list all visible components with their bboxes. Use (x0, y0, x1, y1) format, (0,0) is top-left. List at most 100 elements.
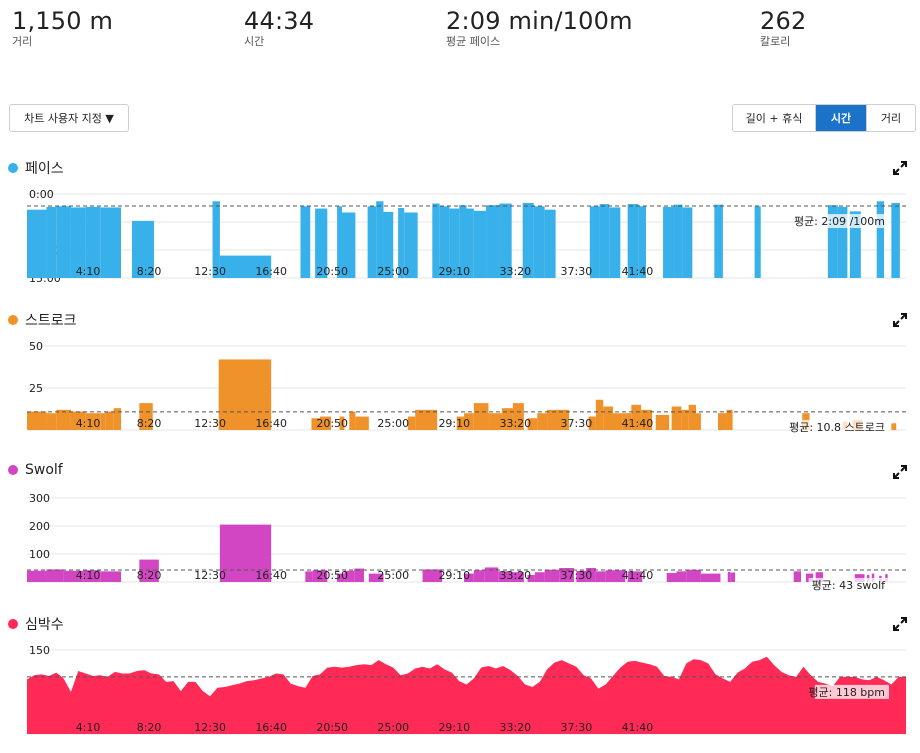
pace-bar (682, 207, 693, 278)
stroke-bar (349, 411, 356, 430)
stroke-chart[interactable]: 025504:108:2012:3016:4020:5025:0029:1033… (0, 332, 920, 442)
pace-chart[interactable]: 0:005:0010:0015:004:108:2012:3016:4020:5… (0, 180, 920, 290)
stroke-legend-dot (8, 315, 18, 325)
stroke-bar (46, 413, 57, 430)
stroke-bar (424, 409, 438, 430)
stroke-bar (588, 416, 596, 430)
pace-bar (827, 205, 838, 278)
stat-calories-value: 262 (760, 7, 807, 35)
swolf-chart-title: Swolf (8, 462, 63, 478)
swolf-y-tick-label: 100 (29, 548, 50, 561)
pace-bar (27, 209, 47, 278)
stroke-chart-title: 스트로크 (8, 310, 77, 330)
stroke-bar (501, 408, 513, 430)
segment-length-rest[interactable]: 길이 + 휴식 (733, 105, 816, 131)
segment-distance[interactable]: 거리 (880, 112, 902, 125)
heart-x-tick-label: 12:30 (194, 721, 226, 734)
heart-chart[interactable]: 501001504:108:2012:3016:4020:5025:0029:1… (0, 636, 920, 753)
pace-bar (891, 202, 900, 278)
pace-bar (337, 206, 342, 278)
pace-bar (432, 203, 440, 278)
pace-avg-label-bg (796, 214, 889, 229)
stroke-bar (512, 403, 524, 430)
pace-title-text: 페이스 (25, 161, 64, 177)
heart-x-tick-label: 41:40 (622, 721, 654, 734)
swolf-legend-dot (8, 465, 18, 475)
swolf-bar (510, 572, 524, 582)
stroke-bar (688, 404, 697, 430)
heart-x-tick-label: 29:10 (438, 721, 470, 734)
pace-bar (599, 204, 610, 278)
pace-expand-icon[interactable] (893, 161, 907, 175)
swolf-bar (605, 570, 626, 582)
pace-bar (376, 201, 384, 278)
swolf-bar (871, 573, 875, 582)
pace-bar (404, 212, 418, 278)
pace-bar (533, 206, 545, 278)
pace-bar (544, 209, 556, 278)
stroke-bar (27, 411, 47, 430)
heart-x-tick-label: 20:50 (316, 721, 348, 734)
pace-avg-label: 평균: 2:09 /100m (794, 215, 885, 228)
stroke-bar (100, 413, 106, 430)
stroke-bar (613, 413, 623, 430)
stroke-bar (641, 409, 653, 430)
swolf-bar (139, 559, 159, 582)
pace-bar (876, 201, 885, 278)
swolf-x-tick-label: 25:00 (377, 569, 409, 582)
swolf-bar (686, 569, 701, 582)
pace-bar (499, 203, 512, 278)
stroke-bar (537, 413, 548, 430)
pace-bar (85, 206, 101, 278)
swolf-chart[interactable]: 01002003004:108:2012:3016:4020:5025:0029… (0, 484, 920, 594)
swolf-y-tick-label: 200 (29, 520, 50, 533)
swolf-bar (354, 568, 364, 582)
swolf-bar (368, 573, 384, 582)
pace-bar (439, 206, 450, 278)
pace-x-tick-label: 41:40 (622, 265, 654, 278)
stroke-title-text: 스트로크 (25, 313, 77, 329)
swolf-bar (527, 575, 535, 582)
swolf-bar (337, 573, 345, 582)
heart-legend-dot (8, 619, 18, 629)
swolf-x-tick-label: 20:50 (316, 569, 348, 582)
heart-area (27, 656, 906, 734)
stroke-x-tick-label: 20:50 (316, 417, 348, 430)
pace-chart-title: 페이스 (8, 158, 64, 178)
swolf-bar (473, 570, 485, 582)
pace-bar (663, 206, 675, 278)
heart-x-tick-label: 4:10 (76, 721, 101, 734)
stroke-bar (70, 411, 86, 430)
pace-bar (300, 206, 311, 278)
segment-time[interactable]: 시간 (816, 105, 867, 131)
swolf-bar (498, 571, 511, 582)
stroke-expand-icon[interactable] (893, 313, 907, 327)
swolf-bar (730, 572, 736, 582)
pace-bar (466, 208, 474, 278)
stroke-bar (891, 423, 897, 430)
swolf-avg-label: 평균: 43 swolf (812, 579, 886, 592)
pace-bar (341, 212, 356, 278)
swolf-bar (422, 569, 443, 582)
swolf-bar (559, 568, 574, 582)
pace-y-tick-label: 0:00 (29, 188, 54, 201)
pace-bar (609, 207, 621, 278)
pace-bar (449, 208, 460, 278)
stat-time-label: 시간 (244, 35, 265, 48)
heart-title-text: 심박수 (25, 617, 64, 633)
pace-bar (219, 255, 272, 278)
pace-bar (627, 204, 639, 278)
swolf-avg-label-bg (808, 577, 889, 592)
pace-bar (837, 206, 848, 278)
swolf-expand-icon[interactable] (893, 465, 907, 479)
customize-chart-button[interactable]: 차트 사용자 지정 ▼ (9, 104, 129, 132)
swolf-x-tick-label: 37:30 (561, 569, 593, 582)
stroke-avg-label: 평균: 10.8 스트로크 (789, 421, 885, 434)
pace-bar (383, 211, 394, 278)
stroke-x-tick-label: 25:00 (377, 417, 409, 430)
stroke-x-tick-label: 4:10 (76, 417, 101, 430)
x-axis-toggle: 길이 + 휴식 시간 거리 (732, 104, 916, 132)
pace-bar (638, 206, 646, 278)
stroke-bar (622, 413, 632, 430)
heart-expand-icon[interactable] (893, 617, 907, 631)
